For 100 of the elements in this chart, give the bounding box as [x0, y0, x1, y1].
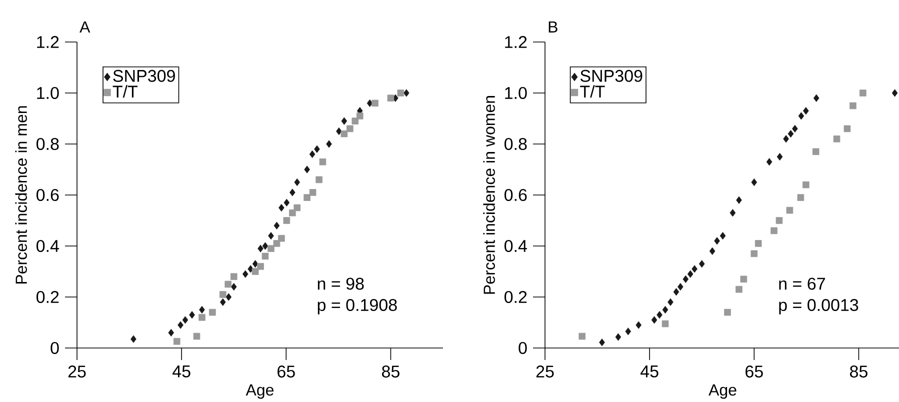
- point: [599, 338, 605, 346]
- point: [850, 102, 856, 110]
- point: [284, 198, 290, 206]
- point: [578, 332, 586, 340]
- point: [268, 232, 274, 240]
- point: [812, 148, 820, 156]
- point: [668, 298, 674, 306]
- point: [346, 125, 354, 132]
- annotation: n = 67: [779, 278, 825, 290]
- point: [219, 291, 226, 298]
- point: [387, 94, 394, 102]
- point: [844, 125, 851, 132]
- point: [754, 240, 762, 247]
- point: [740, 276, 748, 283]
- x-tick-label: 45: [640, 366, 658, 378]
- point: [788, 130, 794, 138]
- point: [803, 107, 809, 115]
- legend-label: T/T: [580, 85, 605, 98]
- point: [198, 314, 206, 321]
- point: [397, 90, 404, 96]
- y-tick-label: 0.8: [504, 138, 527, 150]
- point: [833, 136, 840, 142]
- point: [615, 333, 622, 341]
- point: [258, 244, 264, 252]
- x-tick-label: 25: [536, 366, 554, 378]
- point: [309, 150, 316, 158]
- point: [262, 252, 269, 260]
- point: [130, 335, 136, 343]
- point: [724, 308, 731, 316]
- y-tick-label: 1.2: [37, 36, 59, 48]
- y-tick-label: 0.2: [36, 290, 59, 304]
- point: [860, 90, 866, 96]
- legend-label: SNP309: [113, 70, 175, 82]
- point: [316, 176, 322, 184]
- y-tick-label: 1.2: [505, 36, 527, 48]
- point: [783, 135, 789, 143]
- point: [730, 209, 736, 217]
- point: [692, 265, 698, 273]
- point: [709, 247, 716, 255]
- y-tick-label: 0.6: [36, 188, 59, 202]
- point: [714, 237, 720, 245]
- point: [678, 282, 684, 291]
- point: [262, 242, 268, 250]
- point: [372, 100, 378, 107]
- point: [173, 338, 180, 345]
- point: [766, 158, 772, 166]
- point: [252, 268, 259, 275]
- point: [182, 316, 188, 324]
- point: [750, 250, 758, 258]
- point: [242, 270, 248, 278]
- point: [294, 204, 301, 212]
- point: [309, 189, 316, 196]
- point: [813, 94, 820, 102]
- point: [356, 112, 364, 120]
- point: [698, 260, 705, 268]
- point: [336, 127, 342, 136]
- point: [798, 112, 804, 120]
- point: [304, 166, 310, 174]
- point: [193, 332, 200, 340]
- y-axis-title: Percent incidence in men: [15, 106, 27, 284]
- point: [278, 204, 284, 212]
- point: [230, 282, 237, 291]
- point: [304, 194, 310, 201]
- point: [209, 308, 216, 316]
- point: [168, 328, 174, 336]
- point: [656, 311, 662, 319]
- point: [792, 124, 798, 132]
- chart-title: B: [548, 21, 558, 32]
- point: [314, 145, 320, 153]
- point: [257, 263, 264, 270]
- x-axis-title: Age: [246, 384, 274, 399]
- point: [178, 321, 184, 329]
- y-tick-label: 0: [50, 342, 59, 354]
- point: [776, 217, 783, 224]
- point: [278, 234, 285, 242]
- point: [636, 321, 642, 329]
- point: [352, 118, 359, 124]
- y-axis-title: Percent incidence in women: [483, 96, 495, 294]
- point: [720, 232, 726, 240]
- legend-label: SNP309: [580, 70, 642, 82]
- point: [625, 328, 632, 336]
- annotation: p = 0.0013: [779, 298, 858, 314]
- point: [340, 130, 348, 138]
- legend-label: T/T: [112, 85, 138, 98]
- point: [736, 286, 742, 293]
- point: [268, 245, 274, 252]
- annotation: p = 0.1908: [318, 298, 397, 314]
- point: [319, 158, 326, 166]
- point: [290, 188, 296, 196]
- point: [673, 288, 680, 296]
- point: [776, 152, 783, 161]
- point: [283, 217, 290, 224]
- y-tick-label: 0.4: [504, 240, 527, 252]
- y-tick-label: 1.0: [37, 86, 59, 100]
- point: [274, 222, 280, 230]
- point: [273, 240, 280, 247]
- y-tick-label: 0.8: [36, 138, 59, 150]
- point: [226, 293, 232, 301]
- point: [294, 178, 300, 186]
- chart-title: A: [80, 21, 90, 32]
